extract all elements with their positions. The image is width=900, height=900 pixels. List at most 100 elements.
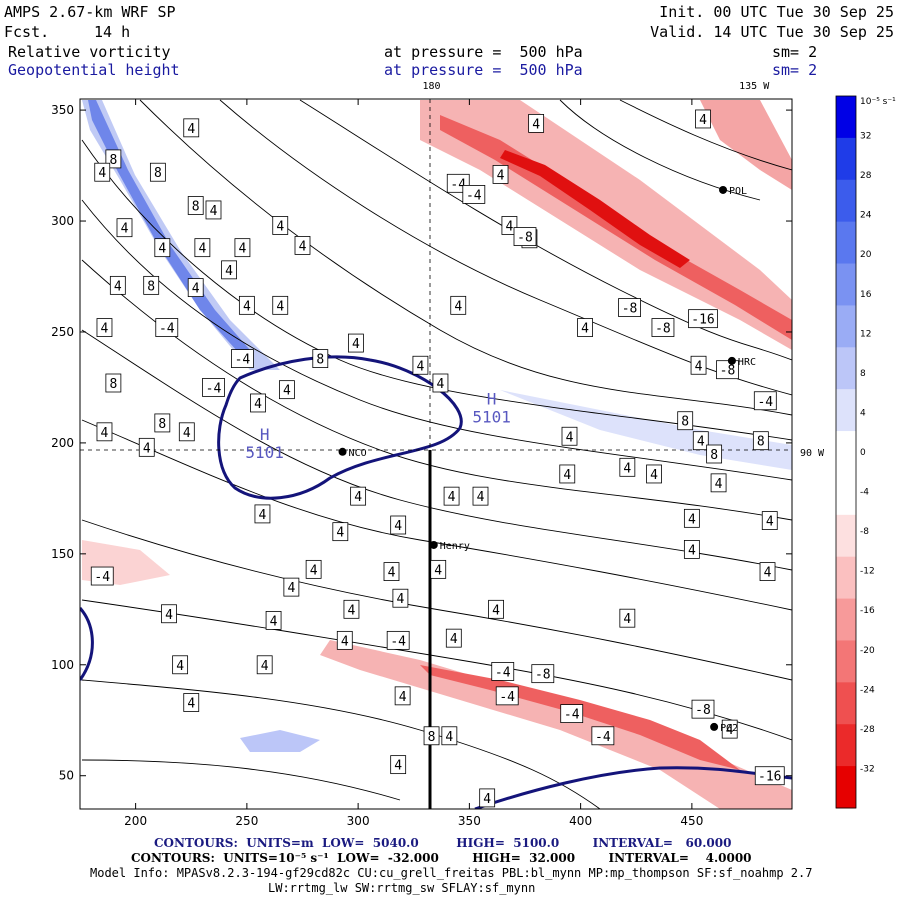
contour-label-box [383, 562, 400, 581]
contour-label: 4 [577, 318, 593, 337]
contour-label-box [202, 378, 225, 397]
contour-label: 4 [172, 655, 189, 675]
contour-label: 4 [445, 628, 462, 648]
contour-label: -4 [446, 173, 470, 193]
contour-label: 4 [183, 693, 200, 712]
colorbar-frame [835, 95, 857, 809]
contour-label-text: 4 [764, 566, 772, 581]
contour-label-text: 4 [477, 490, 485, 505]
contour-label: 4 [683, 508, 700, 528]
contour-label-box [238, 295, 255, 315]
contour-line-7 [81, 599, 792, 741]
contour-label: 4 [394, 686, 411, 706]
contour-label-box [683, 508, 700, 528]
contour-label-box [412, 355, 429, 375]
contour-label: 8 [423, 726, 440, 746]
contour-label-box [443, 486, 460, 506]
contour-label-box [392, 588, 409, 608]
contour-label: 8 [105, 373, 122, 393]
colorbar-tick-label: -16 [860, 606, 875, 616]
contour-label-box [294, 236, 311, 255]
fcst-label: Fcst. [4, 23, 50, 41]
contour-label-text: -8 [517, 231, 533, 246]
contour-label: -4 [155, 318, 179, 337]
contour-line-13 [559, 99, 761, 201]
contour-label: 4 [178, 422, 195, 442]
contour-label-text: 4 [563, 468, 571, 483]
contour-label-box [646, 464, 662, 484]
contour-label: 4 [561, 426, 578, 446]
contour-label: -4 [495, 686, 519, 706]
contour-label: 4 [256, 655, 273, 675]
contour-label-box [691, 699, 715, 719]
contour-label-box [683, 540, 700, 559]
contour-label-box [560, 704, 584, 723]
contour-label-box [283, 577, 300, 597]
contour-label: 4 [501, 216, 518, 235]
colorbar-swatch [836, 263, 856, 306]
contour-label: 8 [752, 431, 769, 451]
contour-label-text: -4 [450, 177, 466, 192]
contour-label: -8 [513, 227, 537, 246]
contour-label-box [394, 686, 411, 706]
contour-label-box [96, 318, 113, 337]
contour-label: -4 [753, 391, 777, 411]
contour-label-box [96, 422, 113, 442]
contour-label-text: 4 [532, 117, 540, 132]
contour-label-text: 4 [299, 239, 307, 254]
contour-label: 4 [761, 511, 778, 530]
contour-label-text: 8 [192, 200, 200, 215]
contour-label-text: 8 [158, 417, 166, 432]
contour-label-text: 4 [183, 426, 191, 441]
contour-label-text: 4 [623, 612, 631, 627]
x-tick-label: 400 [569, 814, 592, 828]
contour-label-text: 4 [566, 430, 574, 445]
contour-label-text: -4 [235, 353, 251, 368]
contour-line-9 [81, 759, 401, 801]
contour-label: 4 [492, 165, 509, 184]
contour-label-box [761, 511, 778, 530]
contour-label-box [491, 662, 515, 681]
contour-label-text: -4 [206, 381, 222, 396]
contour-label: -4 [591, 726, 615, 746]
contour-label-text: 4 [434, 563, 442, 578]
contour-label-text: 4 [143, 441, 151, 456]
contour-label: 4 [450, 295, 467, 315]
contour-line-11 [219, 99, 792, 396]
contour-label: 8 [312, 349, 329, 368]
contour-label-text: 4 [276, 299, 284, 314]
x-tick-label: 350 [458, 814, 481, 828]
field1-level: at pressure = 500 hPa [384, 43, 583, 61]
contour-label-box [154, 413, 171, 433]
contour-label: 4 [619, 457, 636, 477]
contour-label: 4 [528, 114, 545, 133]
contour-label-box [234, 238, 251, 258]
colorbar-tick-label: 12 [860, 329, 871, 339]
contour-label-text: 4 [270, 614, 278, 629]
contour-label: 4 [759, 562, 776, 581]
contour-label-box [332, 522, 349, 542]
contour-label-box [759, 562, 776, 581]
contour-label: 4 [443, 486, 460, 506]
contour-label-text: 4 [348, 603, 356, 618]
contour-label-box [350, 486, 367, 506]
contour-label: 8 [187, 196, 204, 215]
contour-label-box [109, 275, 126, 295]
contour-label-box [343, 599, 360, 619]
contour-label: 4 [343, 599, 360, 619]
colorbar-tick-label: 0 [860, 448, 866, 458]
contour-label-box [706, 444, 723, 464]
contour-label-text: 4 [259, 508, 267, 523]
x-tick-label: 200 [124, 814, 147, 828]
colorbar-swatch [836, 598, 856, 641]
station-marker [338, 447, 347, 456]
contour-label-text: -8 [720, 364, 736, 379]
contour-label-text: 4 [483, 792, 491, 807]
model-info: Model Info: MPASv8.2.3-194-gf29cd82c CU:… [90, 866, 813, 880]
contour-label-box [94, 162, 111, 182]
contour-label-text: 8 [428, 730, 436, 745]
contour-label-box [690, 355, 707, 375]
contour-label-text: 4 [650, 468, 658, 483]
contour-label-text: -4 [390, 634, 406, 649]
contour-label: -8 [651, 318, 675, 337]
